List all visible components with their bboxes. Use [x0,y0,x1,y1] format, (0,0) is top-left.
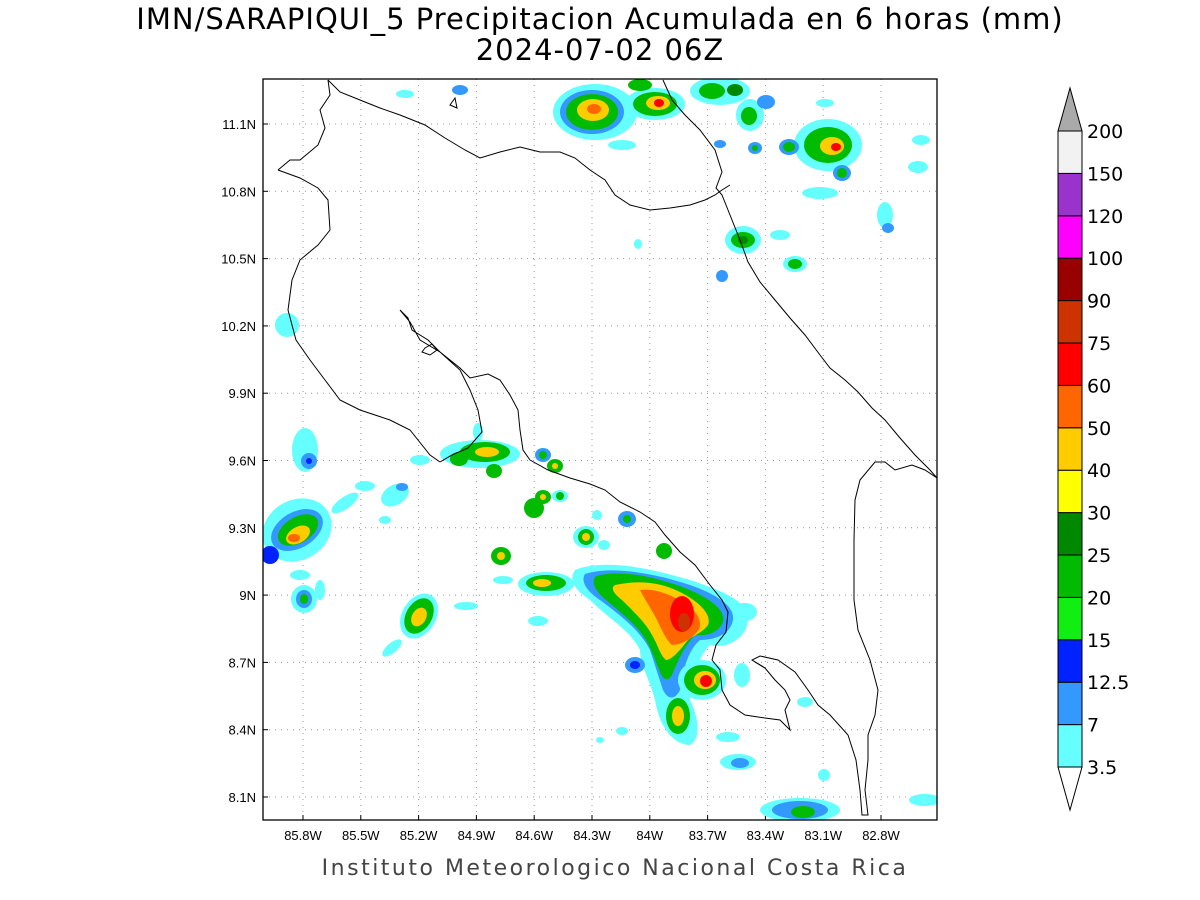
lat-tick-label: 8.7N [229,655,256,670]
map-frame [262,78,938,821]
lon-tick-label: 85.2W [400,828,438,843]
lat-tick-label: 9.9N [229,386,256,401]
longitude-labels: 85.8W 85.5W 85.2W 84.9W 84.6W 84.3W 84W 83.7W 83… [284,828,900,843]
map-title: IMN/SARAPIQUI_5 Precipitacion Acumulada … [136,2,1064,36]
colorbar-label: 30 [1087,503,1111,525]
colorbar-swatch [1057,257,1083,302]
rain-cell [263,498,332,564]
rain-cell [760,798,840,820]
colorbar: 3.5 7 12.5 15 20 25 30 40 50 60 75 90 100 120 150 200 [1057,86,1129,812]
lon-tick-label: 83.7W [689,828,727,843]
lat-tick-label: 10.5N [221,252,256,267]
rain-cell [440,423,520,468]
colorbar-label: 20 [1087,587,1111,609]
lon-tick-label: 83.1W [804,828,842,843]
colorbar-label: 60 [1087,375,1111,397]
lon-tick-label: 84.9W [458,828,496,843]
rain-cell-main [572,564,757,745]
colorbar-swatch [1057,384,1083,429]
colorbar-swatch [1057,215,1083,259]
map-grid [263,79,937,820]
colorbar-swatch [1057,469,1083,514]
colorbar-swatch [1057,596,1083,641]
colorbar-bottom-arrow [1057,766,1083,812]
colorbar-label: 150 [1087,163,1123,185]
colorbar-label: 3.5 [1087,757,1117,779]
lat-tick-label: 9N [239,588,256,603]
colorbar-swatch [1057,300,1083,344]
lon-tick-label: 84.3W [573,828,611,843]
colorbar-label: 15 [1087,630,1111,652]
colorbar-swatch [1057,639,1083,683]
colorbar-swatch [1057,724,1083,768]
map-date: 2024-07-02 06Z [475,33,725,67]
lon-tick-label: 82.8W [862,828,900,843]
lon-tick-label: 85.5W [342,828,380,843]
colorbar-label: 7 [1087,715,1099,737]
rain-cell [690,79,750,105]
colorbar-label: 40 [1087,460,1111,482]
colorbar-label: 120 [1087,206,1123,228]
precipitation-field [263,79,937,820]
rain-cell [292,428,318,472]
lat-tick-label: 11.1N [222,117,256,132]
colorbar-label: 12.5 [1087,672,1129,694]
rain-cell [779,119,862,181]
colorbar-label: 75 [1087,333,1111,355]
lon-tick-label: 84.6W [515,828,553,843]
rain-cell [518,572,574,596]
colorbar-swatch [1057,512,1083,556]
lat-tick-label: 10.8N [221,184,256,199]
lon-tick-label: 84W [636,828,663,843]
lat-tick-label: 8.1N [229,790,256,805]
colorbar-label: 25 [1087,545,1111,567]
colorbar-swatch [1057,342,1083,386]
lon-tick-label: 85.8W [284,828,322,843]
lat-tick-label: 9.3N [229,521,256,536]
colorbar-label: 90 [1087,291,1111,313]
lon-tick-label: 83.4W [747,828,785,843]
colorbar-top-arrow [1057,86,1083,132]
colorbar-label: 200 [1087,121,1123,143]
colorbar-swatch [1057,427,1083,471]
colorbar-swatch [1057,681,1083,726]
colorbar-label: 100 [1087,248,1123,270]
colorbar-label: 50 [1087,418,1111,440]
rain-cell [736,95,775,131]
rain-cell [400,593,438,639]
institution-credit: Instituto Meteorologico Nacional Costa R… [321,856,909,881]
coastline [277,79,937,816]
lat-tick-label: 10.2N [221,319,256,334]
rain-cell [291,585,317,613]
rain-cell [553,84,637,140]
colorbar-swatch [1057,130,1083,174]
lat-tick-label: 9.6N [229,454,256,469]
rain-cell-osa [678,660,750,700]
rain-cell [725,226,761,254]
colorbar-swatch [1057,172,1083,217]
colorbar-swatch [1057,554,1083,598]
latitude-labels: 11.1N 10.8N 10.5N 10.2N 9.9N 9.6N 9.3N 9N 8.7N 8.… [221,117,256,805]
lat-tick-label: 8.4N [229,723,256,738]
